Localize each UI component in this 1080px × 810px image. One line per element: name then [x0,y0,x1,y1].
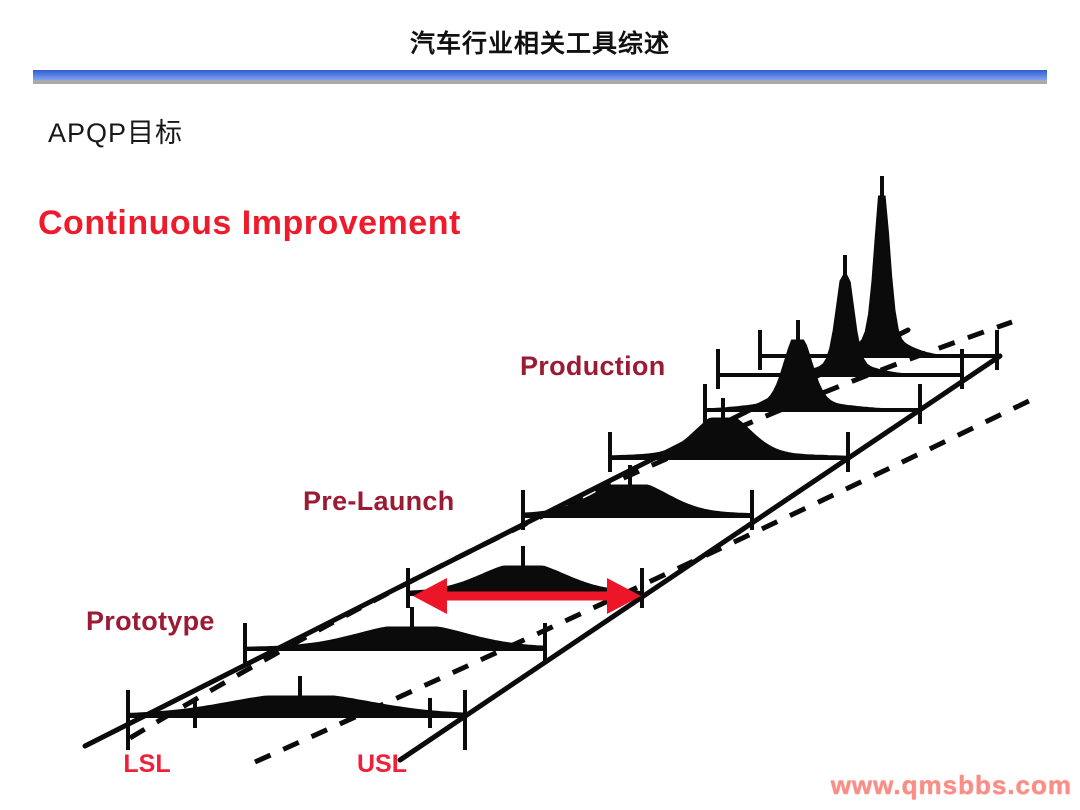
distribution-curve [609,417,849,459]
label-pre-launch: Pre-Launch [303,486,455,516]
distribution-curve [244,626,546,650]
diagram-title: Continuous Improvement [38,204,461,242]
label-lsl: LSL [123,750,171,778]
variation-arrow-left-head [413,578,447,614]
watermark-text: www.qmsbbs.com [830,770,1072,800]
distribution-curve [718,274,962,376]
label-usl: USL [357,750,407,778]
label-production: Production [520,351,666,381]
variation-arrow-right-head [607,578,641,614]
rail-line [397,353,1003,763]
label-prototype: Prototype [86,606,215,636]
header-divider [33,70,1047,84]
distribution-curve [760,195,997,357]
distribution-curve [522,484,753,517]
section-label: APQP目标 [48,118,184,148]
page-title: 汽车行业相关工具综述 [409,30,670,58]
spec-dashed-line [128,319,1013,741]
